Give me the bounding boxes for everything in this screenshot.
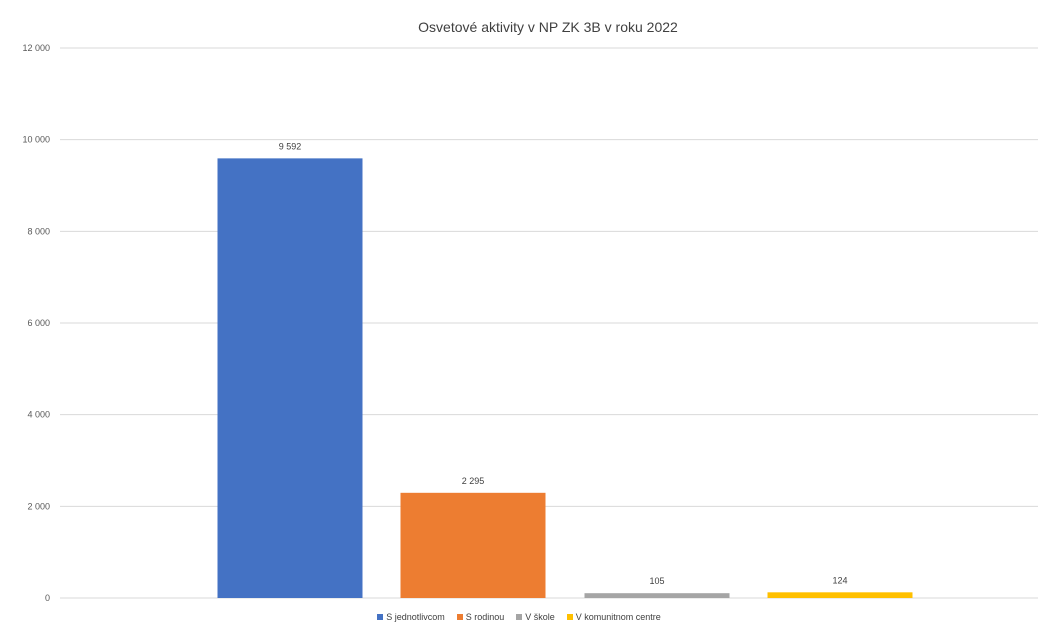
y-tick-label: 2 000: [27, 501, 50, 511]
legend-label: S jednotlivcom: [386, 612, 445, 622]
bars: [217, 158, 913, 598]
legend-swatch: [377, 614, 384, 620]
y-tick-label: 10 000: [22, 135, 50, 145]
legend-item: S jednotlivcom: [377, 612, 445, 622]
y-tick-label: 12 000: [22, 43, 50, 53]
legend-swatch: [456, 614, 463, 620]
bar: [400, 492, 546, 598]
legend-label: V komunitnom centre: [575, 612, 661, 622]
legend-item: V komunitnom centre: [566, 612, 661, 622]
y-axis: 0 2 000 4 000 6 000 8 000 10 000 12 000: [22, 43, 50, 603]
legend: S jednotlivcom S rodinou V škole V komun…: [0, 612, 1038, 622]
y-tick-label: 4 000: [27, 410, 50, 420]
data-labels: 9 592 2 295 105 124: [279, 141, 848, 586]
bar: [584, 593, 730, 598]
bar: [767, 592, 913, 598]
chart-title: Osvetové aktivity v NP ZK 3B v roku 2022: [418, 19, 678, 35]
legend-label: V škole: [525, 612, 555, 622]
y-tick-label: 6 000: [27, 318, 50, 328]
legend-swatch: [566, 614, 573, 620]
legend-swatch: [516, 614, 523, 620]
y-tick-label: 0: [45, 593, 50, 603]
legend-item: S rodinou: [456, 612, 505, 622]
data-label: 9 592: [279, 141, 302, 151]
legend-label: S rodinou: [465, 612, 505, 622]
data-label: 124: [832, 575, 847, 585]
bar: [217, 158, 363, 598]
data-label: 105: [649, 576, 664, 586]
gridlines: [60, 47, 1038, 599]
y-tick-label: 8 000: [27, 226, 50, 236]
legend-item: V škole: [516, 612, 555, 622]
data-label: 2 295: [462, 476, 485, 486]
